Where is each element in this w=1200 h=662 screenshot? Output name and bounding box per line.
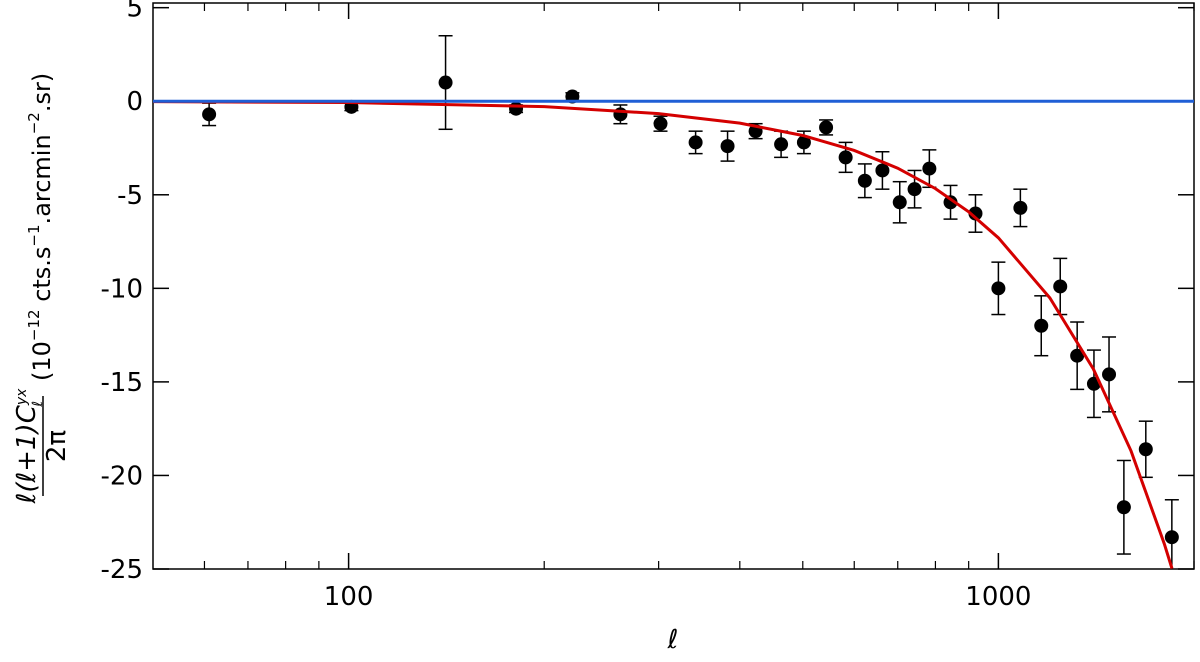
data-point [838,150,853,165]
x-axis-label: ℓ [667,625,679,655]
data-point [796,135,811,150]
y-tick-label: -5 [117,181,143,211]
data-point [1013,200,1028,215]
data-point [720,139,735,154]
y-label-units-part: (10 [28,341,56,381]
data-point [1053,279,1068,294]
y-label-num: ℓ(ℓ+1)C [12,404,42,504]
data-point [907,182,922,197]
data-point [1070,348,1085,363]
y-label-units-sup: −2 [25,112,43,134]
data-point [857,173,872,188]
y-label-units-part: .arcmin [28,134,56,224]
y-label-units-sup: −12 [25,309,43,341]
y-tick-label: -20 [101,461,143,491]
data-point [688,135,703,150]
data-point [1138,442,1153,457]
data-point [1164,530,1179,545]
y-label-sup: yx [14,388,30,406]
y-label-sub: ℓ [30,401,46,408]
y-tick-label: -10 [101,274,143,304]
y-label-denominator: 2π [42,430,72,462]
y-tick-label: 0 [126,87,143,117]
x-tick-label: 100 [324,582,374,612]
y-label-units: (10−12 cts.s−1.arcmin−2.sr) [25,73,56,381]
data-point [991,281,1006,296]
y-label-units-part: cts.s [28,247,56,310]
data-point [509,101,524,116]
y-label-numerator: ℓ(ℓ+1)Cyxℓ [12,388,46,505]
x-tick-label: 1000 [965,582,1031,612]
data-point [1116,500,1131,515]
y-axis-label: ℓ(ℓ+1)Cyxℓ 2π (10−12 cts.s−1.arcmin−2.sr… [12,73,72,505]
data-point [1102,367,1117,382]
data-point [819,120,834,135]
y-tick-label: -15 [101,368,143,398]
plot-frame [152,2,1195,570]
y-label-units-sup: −1 [25,224,43,246]
data-point [1034,318,1049,333]
data-point [892,195,907,210]
data-point [613,107,628,122]
data-point [774,137,789,152]
data-point [943,195,958,210]
data-point [922,161,937,176]
data-point [968,206,983,221]
y-label-units-part: .sr) [28,73,56,112]
data-point [438,75,453,90]
data-point [875,163,890,178]
line [153,100,1174,569]
data-point [653,116,668,131]
plot-area [153,34,1194,569]
y-tick-label: -25 [101,555,143,585]
y-tick-label: 5 [126,0,143,24]
data-point [202,107,217,122]
